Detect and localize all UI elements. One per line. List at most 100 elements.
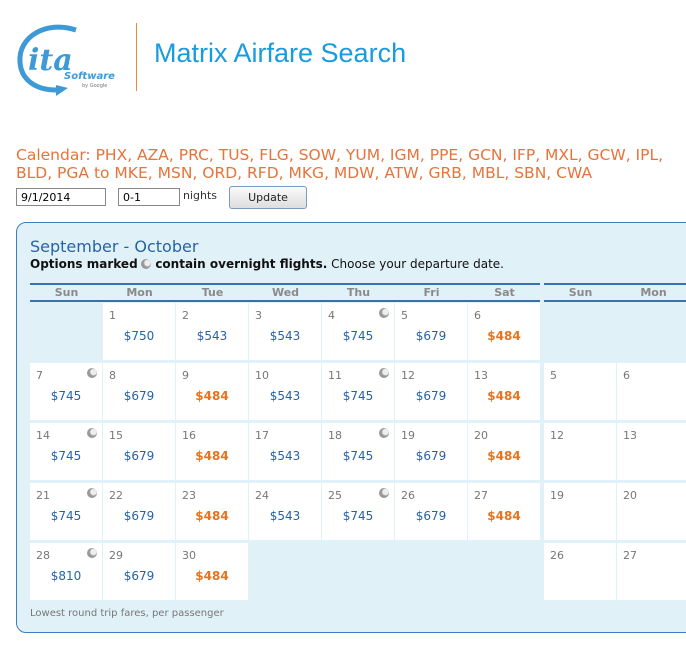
calendar-day-cell[interactable]: 21 $745	[30, 483, 102, 540]
day-number: 13	[623, 429, 637, 442]
fare-link[interactable]: $543	[269, 389, 301, 403]
fare-link[interactable]: $679	[123, 389, 155, 403]
fare-link[interactable]: $679	[415, 389, 447, 403]
day-number: 23	[182, 489, 196, 502]
calendar-day-cell[interactable]: 25 $745	[322, 483, 394, 540]
day-number: 1	[109, 309, 116, 322]
calendar-day-cell[interactable]: 13 $484	[468, 363, 540, 420]
day-number: 27	[474, 489, 488, 502]
calendar-day-cell: 27	[617, 543, 686, 600]
calendar-day-cell: 5	[544, 363, 616, 420]
fare-link[interactable]: $484	[195, 389, 229, 403]
weekday-header-month1: Sun Mon Tue Wed Thu Fri Sat	[30, 283, 540, 302]
fare-link[interactable]: $679	[123, 569, 155, 583]
fare-link[interactable]: $745	[50, 389, 82, 403]
day-number: 12	[550, 429, 564, 442]
fare-link[interactable]: $679	[123, 509, 155, 523]
nights-input[interactable]	[118, 188, 180, 206]
calendar-day-cell[interactable]: 1 $750	[103, 303, 175, 360]
fare-link[interactable]: $543	[196, 329, 228, 343]
calendar-day-cell[interactable]: 23 $484	[176, 483, 248, 540]
fare-link[interactable]: $750	[123, 329, 155, 343]
day-number: 30	[182, 549, 196, 562]
calendar-day-cell[interactable]: 14 $745	[30, 423, 102, 480]
calendar-day-cell[interactable]: 5 $679	[395, 303, 467, 360]
weekday-mon: Mon	[640, 286, 667, 299]
day-number: 22	[109, 489, 123, 502]
fare-link[interactable]: $484	[487, 329, 521, 343]
day-number: 29	[109, 549, 123, 562]
calendar-day-cell: 13	[617, 423, 686, 480]
calendar-day-cell[interactable]: 15 $679	[103, 423, 175, 480]
day-number: 20	[623, 489, 637, 502]
fare-link[interactable]: $484	[195, 569, 229, 583]
calendar-day-cell[interactable]: 17 $543	[249, 423, 321, 480]
fare-link[interactable]: $484	[487, 389, 521, 403]
calendar-day-cell[interactable]: 20 $484	[468, 423, 540, 480]
calendar-day-cell[interactable]: 26 $679	[395, 483, 467, 540]
calendar-day-cell[interactable]: 9 $484	[176, 363, 248, 420]
day-number: 27	[623, 549, 637, 562]
fare-link[interactable]: $679	[415, 329, 447, 343]
fare-link[interactable]: $543	[269, 509, 301, 523]
calendar-day-cell[interactable]: 22 $679	[103, 483, 175, 540]
calendar-day-cell[interactable]: 2 $543	[176, 303, 248, 360]
calendar-day-cell[interactable]: 18 $745	[322, 423, 394, 480]
svg-text:ita: ita	[28, 43, 73, 78]
calendar-day-cell[interactable]: 10 $543	[249, 363, 321, 420]
calendar-day-cell[interactable]: 27 $484	[468, 483, 540, 540]
fare-link[interactable]: $745	[342, 449, 374, 463]
calendar-day-cell: 20	[617, 483, 686, 540]
calendar-day-cell[interactable]: 12 $679	[395, 363, 467, 420]
weekday-header-month2: Sun Mon	[544, 283, 686, 302]
overnight-moon-icon	[87, 548, 97, 558]
nights-label: nights	[183, 189, 218, 202]
svg-text:Software: Software	[64, 71, 115, 82]
fare-link[interactable]: $679	[415, 449, 447, 463]
calendar-day-cell[interactable]: 3 $543	[249, 303, 321, 360]
fare-link[interactable]: $745	[50, 509, 82, 523]
calendar-day-cell[interactable]: 4 $745	[322, 303, 394, 360]
day-number: 8	[109, 369, 116, 382]
calendar-day-cell[interactable]: 19 $679	[395, 423, 467, 480]
fare-link[interactable]: $745	[342, 389, 374, 403]
calendar-day-cell[interactable]: 7 $745	[30, 363, 102, 420]
weekday-sun: Sun	[54, 286, 79, 299]
fare-link[interactable]: $745	[342, 509, 374, 523]
fare-link[interactable]: $543	[269, 329, 301, 343]
day-number: 18	[328, 429, 342, 442]
calendar-day-cell[interactable]: 30 $484	[176, 543, 248, 600]
calendar-empty-cell	[322, 543, 394, 600]
fare-link[interactable]: $745	[50, 449, 82, 463]
departure-date-input[interactable]	[16, 188, 106, 206]
day-number: 12	[401, 369, 415, 382]
fare-link[interactable]: $484	[195, 449, 229, 463]
calendar-day-cell[interactable]: 8 $679	[103, 363, 175, 420]
calendar-day-cell[interactable]: 6 $484	[468, 303, 540, 360]
weekday-sat: Sat	[494, 286, 515, 299]
calendar-day-cell[interactable]: 11 $745	[322, 363, 394, 420]
fare-link[interactable]: $679	[123, 449, 155, 463]
overnight-moon-icon	[87, 428, 97, 438]
weekday-thu: Thu	[346, 286, 371, 299]
calendar-day-cell[interactable]: 28 $810	[30, 543, 102, 600]
fare-link[interactable]: $484	[487, 509, 521, 523]
day-number: 16	[182, 429, 196, 442]
fare-link[interactable]: $484	[487, 449, 521, 463]
header-divider	[136, 23, 137, 91]
update-button[interactable]: Update	[229, 186, 307, 209]
day-number: 7	[36, 369, 43, 382]
note-rest: Choose your departure date.	[331, 257, 504, 271]
fare-link[interactable]: $484	[195, 509, 229, 523]
calendar-day-cell[interactable]: 16 $484	[176, 423, 248, 480]
fare-link[interactable]: $543	[269, 449, 301, 463]
day-number: 6	[474, 309, 481, 322]
day-number: 13	[474, 369, 488, 382]
day-number: 24	[255, 489, 269, 502]
calendar-day-cell[interactable]: 29 $679	[103, 543, 175, 600]
fare-link[interactable]: $679	[415, 509, 447, 523]
fare-link[interactable]: $745	[342, 329, 374, 343]
calendar-day-cell[interactable]: 24 $543	[249, 483, 321, 540]
fare-link[interactable]: $810	[50, 569, 82, 583]
note-bold-2: contain overnight flights.	[155, 257, 328, 271]
